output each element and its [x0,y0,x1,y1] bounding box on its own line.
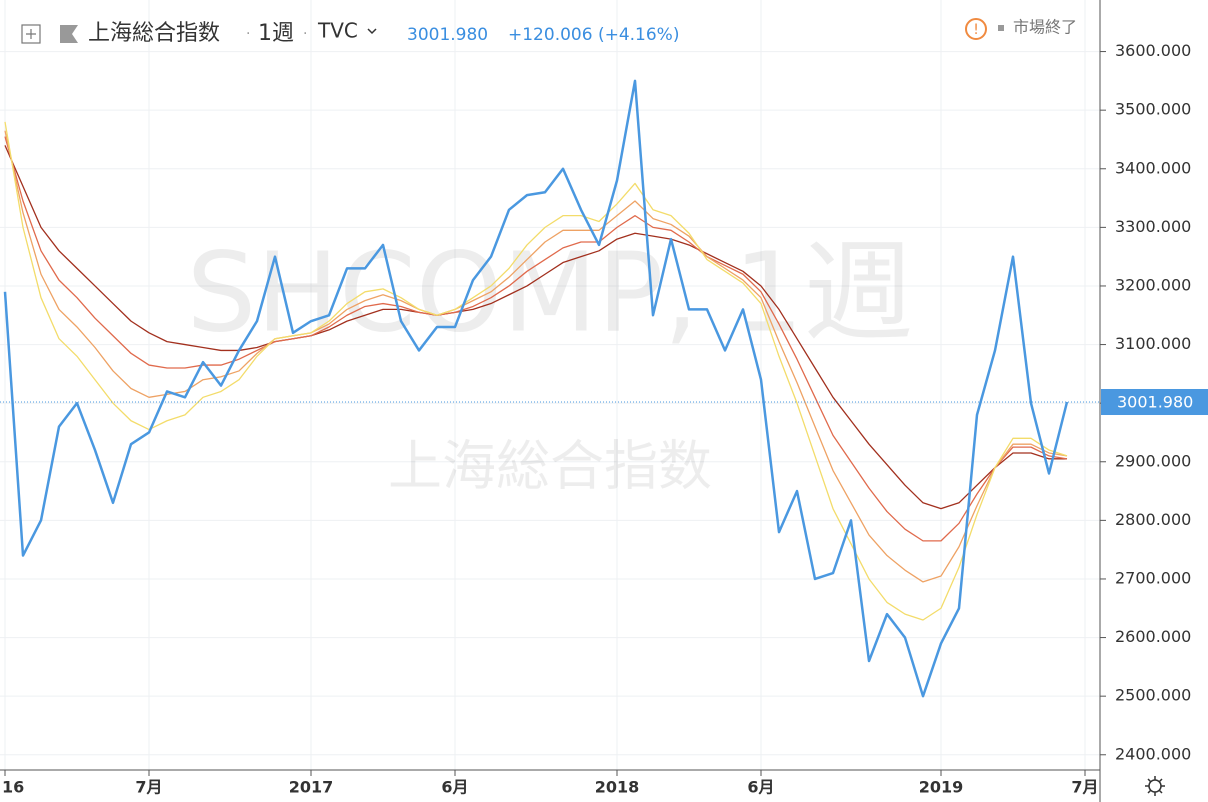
separator: · [303,26,307,42]
status: 市場終了 [1013,18,1077,37]
y-tick-label: 2900.000 [1115,451,1191,470]
y-tick-label: 3600.000 [1115,41,1191,60]
y-tick-label: 2500.000 [1115,686,1191,705]
change: +120.006 (+4.16%) [508,25,679,45]
x-tick-label: 6月 [747,778,774,797]
x-tick-label: 2019 [919,778,964,797]
source: TVC [317,19,358,43]
last-price: 3001.980 [407,25,488,45]
price-line [3,79,1069,698]
y-tick-label: 3100.000 [1115,334,1191,353]
separator: · [246,26,250,42]
x-tick-label: 2018 [595,778,640,797]
watermark-sub: 上海総合指数 [388,435,712,498]
ma-line [4,136,1068,542]
y-tick-label: 3400.000 [1115,158,1191,177]
ma-line [4,130,1068,583]
y-tick-label: 3200.000 [1115,275,1191,294]
status-dot [998,25,1004,31]
status-icon-mark: ! [973,22,979,38]
x-tick-label: 6月 [441,778,468,797]
flag-icon [60,25,78,43]
y-tick-label: 2600.000 [1115,627,1191,646]
settings-icon-teeth [1145,776,1165,796]
y-tick-label: 2800.000 [1115,510,1191,529]
x-tick-label: 7月 [1071,778,1098,797]
y-tick-label: 3500.000 [1115,100,1191,119]
symbol: 上海総合指数 [88,21,220,46]
chevron[interactable] [367,28,377,35]
x-tick-label: 16 [2,778,24,797]
watermark: SHCOMP, 1週 [186,228,913,356]
x-tick-label: 2017 [289,778,334,797]
interval[interactable]: 1週 [258,21,294,46]
expand-icon[interactable] [21,24,41,44]
expand-icon-plus [26,29,36,39]
ma-line [4,145,1067,510]
y-tick-label: 2700.000 [1115,568,1191,587]
y-tick-label: 3300.000 [1115,217,1191,236]
last-price-tag-label: 3001.980 [1117,393,1193,412]
status-icon[interactable] [965,18,987,40]
last-price-tag [1101,389,1208,416]
x-tick-label: 7月 [135,778,162,797]
y-tick-label: 2400.000 [1115,744,1191,763]
ma-line [4,121,1068,621]
